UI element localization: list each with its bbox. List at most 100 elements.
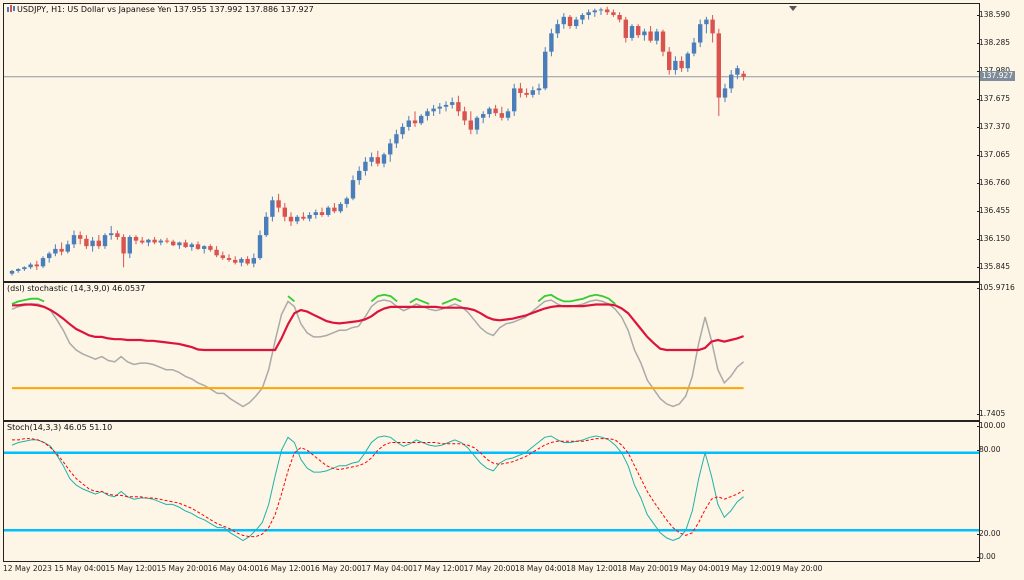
dsl-scale-top: 105.9716: [977, 283, 1015, 292]
candle-body: [276, 200, 281, 208]
candle-body: [406, 120, 411, 127]
candle-body: [524, 92, 529, 95]
candle-body: [450, 102, 455, 105]
candle-body: [140, 240, 145, 243]
candle-body: [456, 102, 461, 112]
candle-body: [208, 246, 213, 250]
candle-body: [468, 120, 473, 130]
candle-body: [710, 19, 715, 34]
stochastic-pane[interactable]: Stoch(14,3,3) 46.05 51.10: [3, 421, 980, 562]
candle-body: [543, 51, 548, 89]
time-tick: 17 May 20:00: [463, 564, 516, 573]
candle-body: [34, 264, 39, 267]
candle-body: [295, 216, 300, 222]
candle-body: [65, 244, 70, 252]
candle-body: [412, 120, 418, 124]
candle-body: [667, 51, 672, 71]
candlestick-chart: [4, 6, 979, 276]
candle-body: [400, 126, 405, 135]
candle-body: [704, 19, 709, 25]
candle-body: [195, 244, 201, 249]
dsl-upper-line: [409, 297, 430, 305]
chart-title-text: USDJPY, H1: US Dollar vs Japanese Yen 13…: [17, 5, 314, 14]
candle-body: [59, 248, 64, 252]
dsl-upper-line: [537, 293, 616, 305]
candle-body: [617, 15, 622, 20]
price-tick: 136.760: [976, 177, 1011, 187]
candle-body: [431, 108, 436, 112]
candle-body: [741, 73, 746, 77]
price-chart-pane[interactable]: USDJPY, H1: US Dollar vs Japanese Yen 13…: [3, 3, 980, 282]
dsl-scale-bottom: 1.7405: [976, 409, 1006, 418]
dsl-upper-line: [441, 297, 462, 305]
time-axis[interactable]: 12 May 2023 15 May 04:00 15 May 12:00 15 Ma…: [0, 560, 1024, 580]
candle-body: [586, 12, 591, 16]
candle-body: [133, 236, 139, 241]
candle-body: [202, 246, 207, 249]
candle-body: [636, 26, 641, 36]
time-tick: 19 May 12:00: [719, 564, 772, 573]
candle-body: [505, 111, 511, 118]
dsl-stochastic-pane[interactable]: (dsl) stochastic (14,3,9,0) 46.0537: [3, 282, 980, 421]
candle-body: [679, 60, 684, 69]
candle-body: [729, 74, 734, 89]
candle-body: [698, 24, 703, 43]
level-0: 0.00: [977, 552, 996, 561]
stochastic-scale: 100.00 80.00 20.00 0.00: [976, 421, 1024, 561]
stoch-main-line: [11, 435, 744, 542]
price-tick: 137.370: [976, 121, 1011, 131]
candle-body: [183, 242, 188, 248]
price-scale[interactable]: 138.590 138.285 137.980 137.675 137.370 137.0…: [976, 3, 1024, 280]
stochastic-title: Stoch(14,3,3) 46.05 51.10: [7, 423, 113, 432]
time-tick: 16 May 12:00: [259, 564, 311, 573]
candle-body: [90, 240, 95, 247]
candle-body: [270, 200, 275, 217]
candle-body: [264, 216, 269, 236]
level-20: 20.00: [976, 529, 1001, 538]
candle-body: [189, 244, 194, 248]
shift-marker-icon[interactable]: [789, 6, 797, 11]
candle-body: [226, 258, 232, 260]
candle-body: [307, 214, 312, 219]
price-tick: 138.590: [976, 9, 1011, 19]
dsl-main-line: [11, 299, 745, 408]
candle-body: [282, 207, 287, 217]
stochastic-chart: [4, 435, 979, 542]
candle-body: [47, 253, 52, 259]
candle-body: [96, 240, 101, 247]
candle-body: [350, 180, 356, 199]
candle-body: [722, 88, 728, 98]
time-tick: 18 May 04:00: [515, 564, 567, 573]
time-tick: 19 May 04:00: [668, 564, 721, 573]
candle-body: [518, 88, 523, 93]
candle-body: [611, 12, 616, 16]
candle-body: [71, 235, 77, 245]
candle-body: [574, 19, 579, 27]
candle-body: [22, 267, 27, 270]
candle-body: [642, 31, 647, 36]
candle-body: [536, 88, 542, 91]
candle-body: [338, 203, 343, 212]
candle-body: [239, 258, 244, 263]
price-tick: 137.980: [976, 66, 1010, 75]
time-tick: 16 May 04:00: [207, 564, 260, 573]
dsl-upper-line: [370, 293, 398, 303]
candle-body: [288, 216, 294, 222]
candle-body: [629, 26, 635, 38]
candle-body: [487, 108, 492, 115]
candle-body: [158, 240, 163, 243]
time-tick: 19 May 20:00: [771, 564, 823, 573]
candle-body: [623, 19, 628, 38]
candle-body: [171, 241, 176, 246]
candle-body: [251, 258, 256, 264]
dsl-signal-line: [12, 303, 744, 352]
candle-body: [146, 239, 151, 243]
price-tick: 136.150: [976, 233, 1011, 243]
dsl-upper-line: [287, 295, 295, 303]
candle-body: [388, 143, 393, 155]
time-tick: 15 May 04:00: [54, 564, 106, 573]
time-tick: 16 May 20:00: [310, 564, 362, 573]
last-price-label: 137.927: [980, 70, 1016, 81]
candle-body: [660, 31, 666, 52]
